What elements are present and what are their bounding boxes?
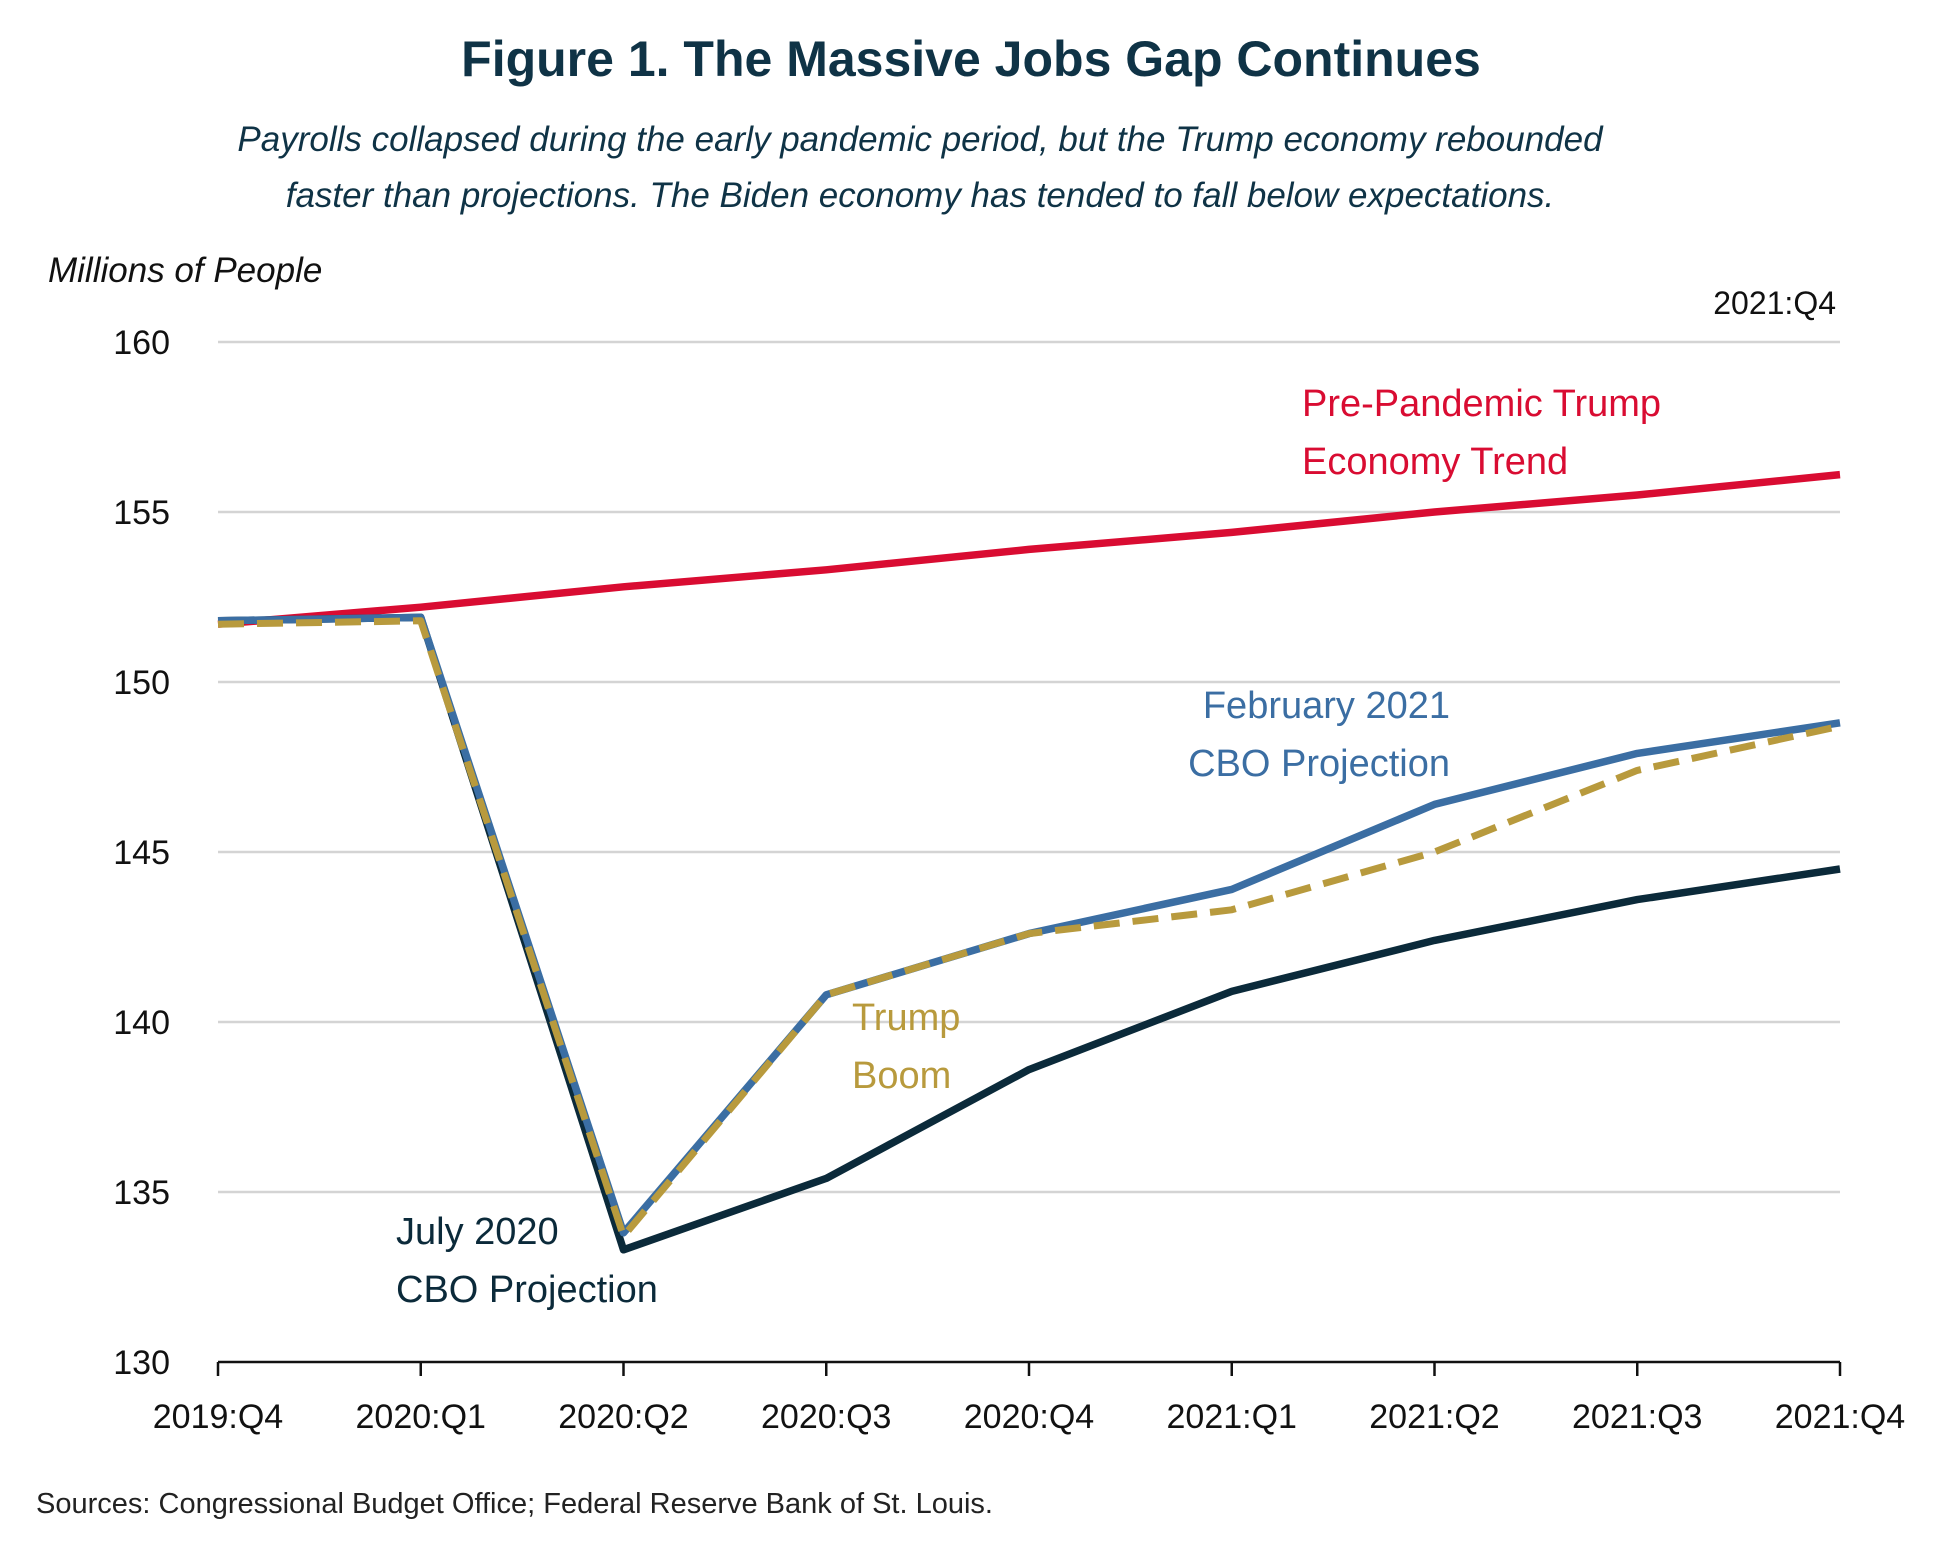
subtitle-line-1: Payrolls collapsed during the early pand… [237, 120, 1603, 159]
y-tick-label-155: 155 [113, 494, 170, 532]
chart-title: Figure 1. The Massive Jobs Gap Continues [461, 31, 1481, 87]
y-tick-labels: 130 135 140 145 150 155 160 [113, 324, 170, 1382]
x-tick-label-2019:Q4: 2019:Q4 [153, 1398, 283, 1436]
y-tick-label-140: 140 [113, 1004, 170, 1042]
y-tick-label-150: 150 [113, 664, 170, 702]
subtitle-line-2: faster than projections. The Biden econo… [285, 176, 1555, 215]
x-tick-label-2021:Q3: 2021:Q3 [1572, 1398, 1702, 1436]
series-label-1-line-1: CBO Projection [1188, 743, 1450, 785]
x-tick-label-2020:Q4: 2020:Q4 [964, 1398, 1094, 1436]
x-tick-label-2021:Q4: 2021:Q4 [1775, 1398, 1905, 1436]
series-labels: Pre-Pandemic Trump Economy Trend February … [396, 383, 1661, 1311]
series-label-3-line-0: Trump [852, 997, 960, 1039]
series-label-2-line-1: CBO Projection [396, 1269, 658, 1311]
series-label-0-line-0: Pre-Pandemic Trump [1302, 383, 1661, 425]
x-tick-label-2021:Q2: 2021:Q2 [1369, 1398, 1499, 1436]
x-tick-label-2021:Q1: 2021:Q1 [1167, 1398, 1297, 1436]
x-tick-label-2020:Q1: 2020:Q1 [356, 1398, 486, 1436]
series-label-2-line-0: July 2020 [396, 1211, 559, 1253]
chart-subtitle: Payrolls collapsed during the early pand… [60, 112, 1780, 224]
x-tick-label-2020:Q3: 2020:Q3 [761, 1398, 891, 1436]
series-lines [217, 470, 1841, 1254]
series-label-3-line-1: Boom [852, 1055, 951, 1097]
series-label-1-line-0: February 2021 [1203, 685, 1450, 727]
y-tick-label-145: 145 [113, 834, 170, 872]
series-label-0-line-1: Economy Trend [1302, 441, 1568, 483]
gridlines [218, 340, 1840, 1194]
x-axis: 2019:Q4 2020:Q1 2020:Q2 2020:Q3 2020:Q4 2021:… [153, 1360, 1905, 1436]
series-line-3 [217, 617, 1841, 1240]
corner-period-label: 2021:Q4 [1713, 285, 1836, 321]
y-tick-label-160: 160 [113, 324, 170, 362]
y-tick-label-135: 135 [113, 1174, 170, 1212]
x-tick-label-2020:Q2: 2020:Q2 [558, 1398, 688, 1436]
y-tick-label-130: 130 [113, 1344, 170, 1382]
source-note: Sources: Congressional Budget Office; Fe… [36, 1488, 993, 1520]
series-line-0 [217, 470, 1841, 628]
series-line-1 [217, 613, 1841, 1237]
y-axis-label: Millions of People [48, 251, 322, 290]
